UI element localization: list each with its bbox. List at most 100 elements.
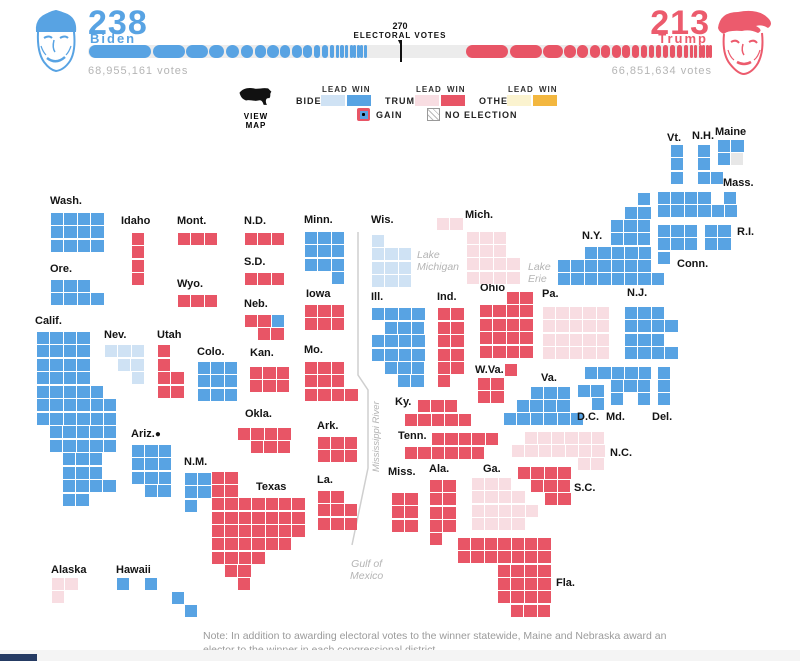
ev-square-ill — [411, 322, 425, 335]
ev-square-va — [571, 413, 584, 426]
bar-segment — [321, 45, 329, 58]
ev-square-ala — [443, 480, 456, 493]
bar-segment — [601, 45, 611, 58]
ev-square-ga — [525, 505, 538, 518]
ev-square-nj — [638, 347, 651, 360]
ev-square-calif — [50, 440, 63, 453]
ev-square-sc — [558, 493, 571, 506]
ev-square-mich — [507, 272, 520, 285]
ev-square-calif — [76, 467, 89, 480]
ev-square-texas — [265, 498, 278, 511]
ev-square-calif — [50, 386, 63, 399]
ev-square-ga — [485, 518, 498, 531]
ev-square-ny — [558, 260, 571, 273]
ev-square-hawaii — [117, 578, 130, 591]
bar-segment — [360, 45, 364, 58]
ev-square-wyo — [178, 295, 191, 308]
ev-square-ore — [77, 280, 91, 293]
bar-segment — [152, 45, 185, 58]
ev-square-alaska — [52, 578, 65, 591]
ev-square-fla — [538, 551, 551, 564]
lake-erie-label: Lake Erie — [528, 261, 551, 286]
ev-square-md — [638, 393, 651, 406]
ev-square-calif — [76, 453, 89, 466]
state-label-utah: Utah — [157, 329, 182, 341]
ev-square-ny — [571, 260, 584, 273]
ev-square-iowa — [318, 318, 331, 331]
ev-square-ny — [637, 233, 651, 246]
ev-square-tenn — [472, 433, 485, 446]
ev-square-alaska — [52, 591, 65, 604]
ev-square-ala — [430, 493, 443, 506]
ev-square-la — [344, 504, 358, 517]
ev-square-ny — [584, 273, 598, 286]
bar-segment — [345, 45, 349, 58]
bar-segment — [669, 45, 676, 58]
ev-square-ohio — [480, 305, 493, 318]
ev-square-ill — [372, 308, 385, 321]
bar-segment — [267, 45, 279, 58]
ev-square-ill — [385, 335, 398, 348]
ev-square-calif — [103, 480, 116, 493]
legend-other-win-caption: WIN — [539, 85, 558, 94]
ev-square-calif — [50, 399, 63, 412]
ev-square-ny — [598, 273, 611, 286]
ev-square-fla — [484, 538, 498, 551]
ev-square-ariz — [132, 472, 145, 485]
ev-square-ga — [472, 505, 485, 518]
ev-square-hawaii — [185, 605, 198, 618]
bar-segment — [689, 45, 693, 58]
ev-square-neb — [271, 328, 284, 341]
gulf-of-mexico-label: Gulf of Mexico — [350, 558, 384, 583]
ev-square-ny — [625, 273, 638, 286]
bar-segment — [225, 45, 240, 58]
bar-segment — [88, 45, 152, 58]
ev-square-hawaii — [172, 592, 185, 605]
ev-square-ohio — [506, 346, 520, 359]
ev-square-calif — [104, 399, 117, 412]
ev-square-mich — [507, 258, 520, 271]
ev-square-calif — [89, 467, 103, 480]
ev-square-calif — [90, 426, 103, 439]
ev-square-sd — [271, 273, 285, 286]
ev-square-okla — [251, 441, 264, 454]
ev-square-nc — [592, 445, 605, 458]
ev-square-va — [543, 400, 557, 413]
ev-square-calif — [63, 494, 76, 507]
ev-square-nev — [131, 345, 145, 358]
ev-square-ky — [431, 414, 445, 427]
ev-square-calif — [50, 426, 63, 439]
ev-square-ark — [331, 437, 344, 450]
bar-segment — [340, 45, 344, 58]
ev-square-ohio — [506, 305, 520, 318]
ev-square-ill — [411, 362, 425, 375]
ev-square-mo — [318, 375, 331, 388]
ev-square-wis — [385, 262, 398, 275]
bar-segment — [698, 45, 702, 58]
ev-square-nj — [638, 320, 651, 333]
ev-square-ny — [651, 273, 665, 286]
ev-square-texas — [238, 538, 252, 551]
ev-square-ga — [472, 491, 485, 504]
ev-square-wyo — [204, 295, 218, 308]
ev-square-texas — [252, 538, 265, 551]
bar-segment — [186, 45, 208, 58]
ev-square-fla — [524, 605, 537, 618]
ev-square-fla — [498, 538, 511, 551]
ev-square-ky — [444, 400, 458, 413]
view-map-button[interactable]: VIEW MAP — [234, 84, 278, 130]
bar-segment — [705, 45, 709, 58]
ev-square-calif — [76, 440, 90, 453]
legend-other-label: OTHER — [479, 96, 516, 106]
ev-square-md — [624, 380, 637, 393]
footer-strip — [0, 650, 800, 661]
ev-square-fla — [525, 551, 538, 564]
ev-square-fla — [498, 591, 511, 604]
ev-square-ill — [411, 375, 424, 388]
ev-square-mich — [467, 245, 480, 258]
ev-square-md — [611, 393, 624, 406]
ev-square-ny — [637, 220, 651, 233]
ev-square-la — [331, 518, 344, 531]
